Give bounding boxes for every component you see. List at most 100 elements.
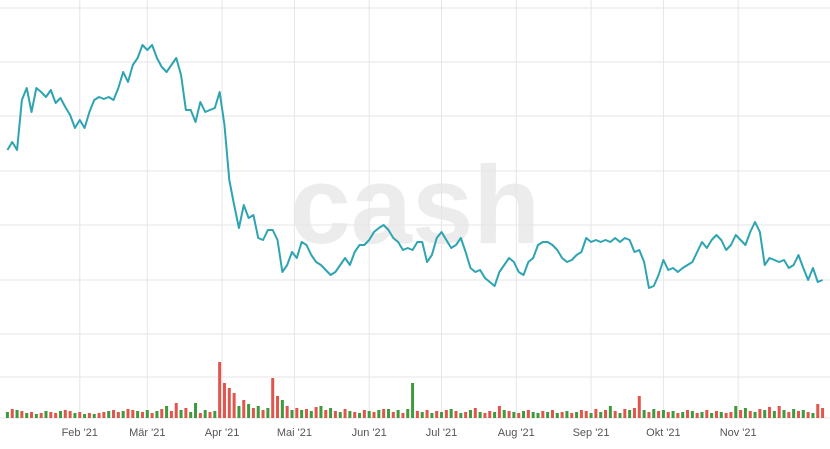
volume-bar <box>502 410 506 418</box>
volume-bar <box>575 412 579 418</box>
volume-bar <box>743 408 747 418</box>
volume-bar <box>377 410 381 418</box>
volume-bar <box>198 413 202 418</box>
volume-bar <box>787 412 791 418</box>
volume-bar <box>237 406 241 418</box>
volume-bar <box>613 411 617 418</box>
volume-bar <box>367 411 371 418</box>
volume-bar <box>78 412 82 418</box>
volume-bar <box>758 409 762 418</box>
volume-bar <box>372 412 376 418</box>
volume-bar <box>710 413 714 418</box>
volume-bar <box>632 408 636 418</box>
watermark: cash <box>290 144 541 267</box>
volume-bar <box>20 411 24 418</box>
volume-bar <box>526 410 530 418</box>
volume-bar <box>386 409 390 418</box>
volume-bar <box>739 410 743 418</box>
volume-bar <box>792 409 796 418</box>
x-tick-label: Okt '21 <box>646 427 681 439</box>
volume-bar <box>440 412 444 418</box>
volume-bar <box>44 411 48 418</box>
volume-bar <box>541 411 545 418</box>
volume-bar <box>126 409 130 418</box>
volume-bar <box>777 406 781 418</box>
volume-bar <box>729 412 733 418</box>
x-tick-label: Aug '21 <box>498 427 535 439</box>
volume-bar <box>97 413 101 418</box>
volume-bar <box>102 412 106 418</box>
volume-bar <box>271 378 275 418</box>
volume-bar <box>30 412 34 418</box>
volume-bar <box>25 413 29 418</box>
volume-bar <box>806 412 810 418</box>
volume-bar <box>695 413 699 418</box>
volume-bar <box>464 412 468 418</box>
volume-bar <box>165 406 169 418</box>
volume-bar <box>319 406 323 418</box>
volume-bar <box>358 413 362 418</box>
volume-bar <box>10 409 14 418</box>
volume-bar <box>459 413 463 418</box>
volume-bar <box>329 408 333 418</box>
volume-bar <box>83 414 87 418</box>
volume-bar <box>73 413 77 418</box>
volume-bar <box>314 407 318 418</box>
volume-bar <box>493 412 497 418</box>
volume-bar <box>261 410 265 418</box>
volume-bar <box>483 413 487 418</box>
price-line <box>6 44 823 289</box>
volume-bar <box>39 413 43 418</box>
volume-bar <box>579 410 583 418</box>
volume-bar <box>58 411 62 418</box>
volume-bar <box>748 411 752 418</box>
volume-bar <box>734 406 738 418</box>
volume-bar <box>531 412 535 418</box>
volume-bar <box>468 410 472 418</box>
volume-bar <box>54 413 58 418</box>
volume-bar <box>396 410 400 418</box>
volume-bar <box>5 412 9 418</box>
volume-bar <box>401 413 405 418</box>
volume-bar <box>608 406 612 418</box>
volume-bar <box>657 411 661 418</box>
volume-bar <box>599 412 603 418</box>
volume-bar <box>676 413 680 418</box>
volume-bar <box>309 411 313 418</box>
volume-bar <box>642 410 646 418</box>
volume-bar <box>411 383 415 418</box>
volume-bar <box>435 411 439 418</box>
volume-bar <box>724 413 728 418</box>
volume-bar <box>140 412 144 418</box>
volume-bar <box>796 411 800 418</box>
volume-bar <box>63 410 67 418</box>
volume-bar <box>507 411 511 418</box>
volume-bar <box>768 407 772 418</box>
volume-bar <box>425 410 429 418</box>
x-tick-label: Apr '21 <box>205 427 240 439</box>
volume-bar <box>362 410 366 418</box>
volume-bar <box>34 414 38 418</box>
x-tick-label: Jul '21 <box>426 427 457 439</box>
volume-bar <box>604 410 608 418</box>
volume-bar <box>420 412 424 418</box>
volume-bar <box>251 408 255 418</box>
volume-bar <box>661 410 665 418</box>
volume-bar <box>92 414 96 418</box>
volume-bar <box>811 413 815 418</box>
x-tick-label: Nov '21 <box>720 427 757 439</box>
volume-bar <box>550 410 554 418</box>
volume-bar <box>242 400 246 418</box>
volume-bar <box>444 410 448 418</box>
volume-bar <box>87 413 91 418</box>
volume-bar <box>647 412 651 418</box>
volume-bar <box>247 404 251 418</box>
volume-bar <box>705 410 709 418</box>
volume-bar <box>497 406 501 418</box>
volume-bar <box>473 408 477 418</box>
volume-bar <box>763 410 767 418</box>
volume-bar <box>686 410 690 418</box>
volume-bar <box>430 413 434 418</box>
volume-bar <box>15 410 19 418</box>
